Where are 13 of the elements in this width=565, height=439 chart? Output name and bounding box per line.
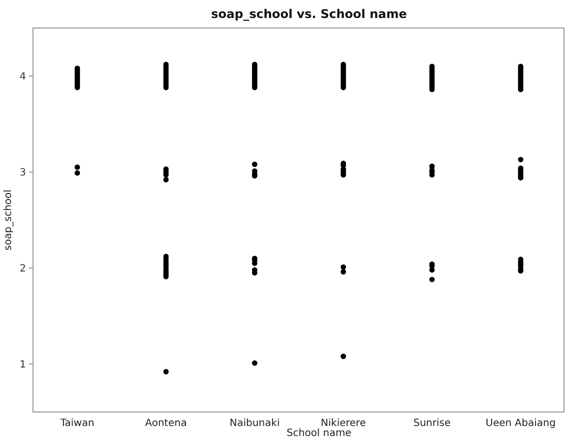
chart-title: soap_school vs. School name: [211, 7, 407, 21]
x-tick-label: Nikierere: [320, 418, 366, 429]
x-tick-label: Naibunaki: [230, 418, 280, 429]
x-tick-label: Ueen Abaiang: [486, 418, 556, 429]
x-tick-label: Sunrise: [413, 418, 451, 429]
y-tick-label: 2: [20, 264, 26, 274]
y-tick-label: 4: [20, 72, 26, 82]
x-axis-title: School name: [286, 428, 352, 439]
x-tick-label: Aontena: [145, 418, 187, 429]
x-tick-label: Taiwan: [59, 418, 94, 429]
y-axis-title: soap_school: [3, 190, 14, 250]
y-tick-label: 1: [20, 360, 26, 370]
y-tick-label: 3: [20, 168, 26, 178]
